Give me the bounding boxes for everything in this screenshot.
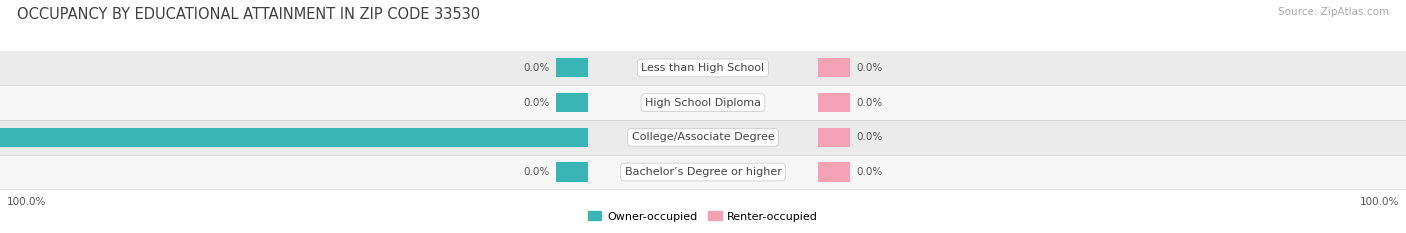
Text: College/Associate Degree: College/Associate Degree <box>631 132 775 142</box>
Bar <box>0 128 588 147</box>
Bar <box>0 120 1406 155</box>
Text: Source: ZipAtlas.com: Source: ZipAtlas.com <box>1278 7 1389 17</box>
Text: 100.0%: 100.0% <box>7 197 46 207</box>
Text: 0.0%: 0.0% <box>856 98 883 108</box>
Legend: Owner-occupied, Renter-occupied: Owner-occupied, Renter-occupied <box>583 207 823 226</box>
Bar <box>818 162 851 182</box>
Bar <box>0 51 1406 85</box>
Text: 0.0%: 0.0% <box>523 63 550 73</box>
Text: High School Diploma: High School Diploma <box>645 98 761 108</box>
Text: 0.0%: 0.0% <box>523 98 550 108</box>
Text: 0.0%: 0.0% <box>523 167 550 177</box>
Text: OCCUPANCY BY EDUCATIONAL ATTAINMENT IN ZIP CODE 33530: OCCUPANCY BY EDUCATIONAL ATTAINMENT IN Z… <box>17 7 479 22</box>
Text: Less than High School: Less than High School <box>641 63 765 73</box>
Text: 0.0%: 0.0% <box>856 167 883 177</box>
Bar <box>0 85 1406 120</box>
Bar <box>0 155 1406 189</box>
Bar <box>818 58 851 78</box>
Bar <box>818 93 851 112</box>
Text: 100.0%: 100.0% <box>1360 197 1399 207</box>
Text: 0.0%: 0.0% <box>856 132 883 142</box>
Text: 0.0%: 0.0% <box>856 63 883 73</box>
Bar <box>555 162 588 182</box>
Bar <box>555 93 588 112</box>
Bar <box>555 58 588 78</box>
Text: Bachelor’s Degree or higher: Bachelor’s Degree or higher <box>624 167 782 177</box>
Bar <box>818 128 851 147</box>
